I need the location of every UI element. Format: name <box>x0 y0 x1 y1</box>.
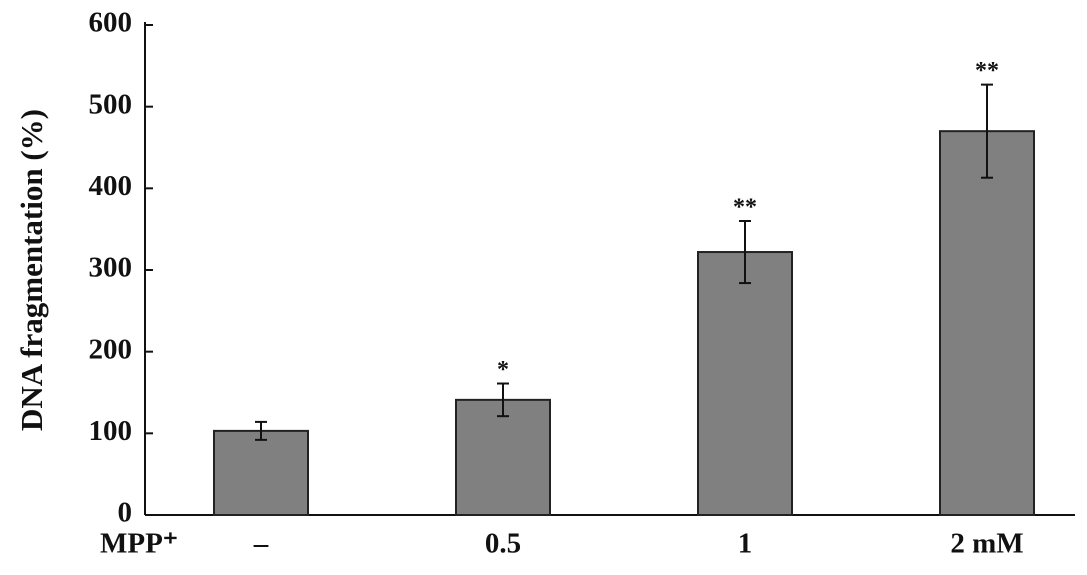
y-tick-label: 300 <box>89 252 133 284</box>
bar <box>455 398 551 517</box>
error-bar <box>255 420 267 441</box>
bar <box>939 130 1035 517</box>
x-tick-label: 2 mM <box>950 528 1023 560</box>
y-tick-label: 500 <box>89 88 133 120</box>
x-tick-label: 0.5 <box>485 528 521 560</box>
error-bar <box>739 220 751 285</box>
y-tick-label: 200 <box>89 333 133 365</box>
y-tick-label: 400 <box>89 170 133 202</box>
significance-label: ** <box>975 58 999 84</box>
y-tick-label: 100 <box>89 415 133 447</box>
significance-label: * <box>497 357 509 383</box>
error-bar <box>497 382 509 418</box>
y-tick-label: 0 <box>118 497 133 529</box>
bar <box>697 251 793 517</box>
significance-label: ** <box>733 195 757 221</box>
y-tick-label: 600 <box>89 7 133 39</box>
x-axis-label: MPP⁺ <box>100 528 178 560</box>
error-bar <box>981 83 993 179</box>
x-tick-label: – <box>253 528 269 560</box>
y-axis-label: DNA fragmentation (%) <box>14 109 49 431</box>
x-tick-label: 1 <box>738 528 753 560</box>
bar <box>213 429 309 516</box>
